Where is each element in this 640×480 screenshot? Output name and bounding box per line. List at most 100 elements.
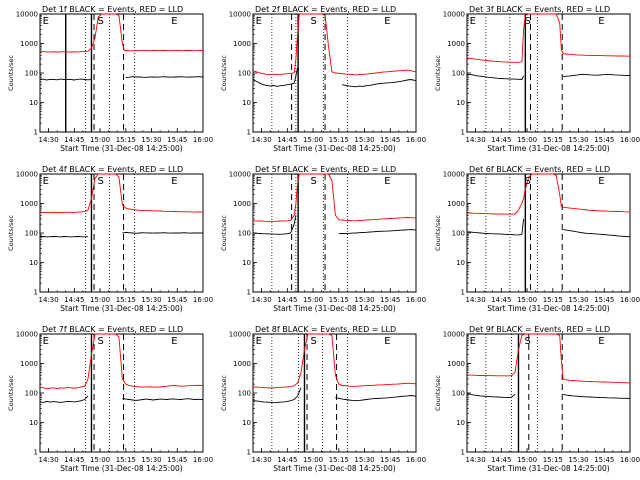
y-tick-label: 10000 [16, 331, 38, 339]
y-tick-label: 10 [29, 259, 38, 267]
marker-label: E [256, 336, 262, 347]
panel-1: Det 1f BLACK = Events, RED = LLD E S E 1 10 10… [7, 5, 213, 153]
series-events-line [252, 387, 417, 404]
x-tick-label: 14:30 [465, 456, 485, 464]
y-tick-label: 100 [452, 390, 465, 398]
x-axis-label: Start Time (31-Dec-08 14:25:00) [487, 144, 609, 153]
series-lld-line [39, 173, 204, 213]
x-tick-label: 15:30 [141, 456, 161, 464]
x-axis-label: Start Time (31-Dec-08 14:25:00) [487, 464, 609, 473]
x-tick-label: 15:00 [90, 136, 110, 144]
panel-3: Det 3f BLACK = Events, RED = LLD E S E 1 10 10… [434, 5, 640, 153]
x-tick-label: 15:15 [329, 456, 349, 464]
y-tick-label: 1 [34, 289, 38, 297]
x-tick-label: 14:45 [277, 296, 297, 304]
plot-frame [252, 173, 417, 293]
x-tick-label: 15:45 [167, 296, 187, 304]
marker-label: E [384, 16, 390, 27]
marker-label: E [171, 336, 177, 347]
x-tick-label: 16:00 [193, 456, 213, 464]
marker-label: S [97, 176, 103, 187]
x-tick-label: 14:30 [465, 136, 485, 144]
x-tick-label: 14:45 [64, 296, 84, 304]
marker-label: S [97, 336, 103, 347]
x-tick-label: 15:15 [329, 136, 349, 144]
x-tick-label: 16:00 [193, 296, 213, 304]
y-tick-label: 1000 [447, 40, 465, 48]
x-tick-label: 15:15 [116, 456, 136, 464]
marker-label: E [43, 16, 49, 27]
x-tick-label: 15:00 [517, 136, 537, 144]
panel-2: Det 2f BLACK = Events, RED = LLD E S E 1 10 10… [220, 5, 426, 153]
x-tick-label: 15:00 [303, 296, 323, 304]
y-tick-label: 100 [25, 70, 38, 78]
x-axis-label: Start Time (31-Dec-08 14:25:00) [273, 464, 395, 473]
x-tick-label: 15:00 [303, 456, 323, 464]
x-axis-label: Start Time (31-Dec-08 14:25:00) [273, 304, 395, 313]
marker-label: S [524, 336, 530, 347]
y-tick-label: 10000 [443, 331, 465, 339]
x-tick-label: 16:00 [620, 136, 640, 144]
series-lld-line [39, 333, 204, 390]
series-events-line [39, 76, 204, 81]
marker-label: E [256, 16, 262, 27]
x-tick-label: 14:45 [64, 456, 84, 464]
x-tick-label: 16:00 [406, 456, 426, 464]
x-tick-label: 14:30 [38, 296, 58, 304]
y-tick-label: 1 [461, 129, 465, 137]
marker-label: E [384, 176, 390, 187]
y-tick-label: 10 [242, 419, 251, 427]
x-axis-label: Start Time (31-Dec-08 14:25:00) [487, 304, 609, 313]
y-axis-label: Counts/sec [434, 375, 442, 411]
y-tick-label: 10000 [229, 11, 251, 19]
x-tick-label: 15:30 [141, 136, 161, 144]
x-tick-label: 14:45 [491, 136, 511, 144]
x-tick-label: 15:15 [116, 296, 136, 304]
x-tick-label: 15:45 [380, 136, 400, 144]
x-tick-label: 15:00 [90, 456, 110, 464]
marker-label: S [310, 336, 316, 347]
y-tick-label: 10000 [16, 11, 38, 19]
x-tick-label: 15:30 [354, 136, 374, 144]
marker-label: E [384, 336, 390, 347]
panel-title: Det 5f BLACK = Events, RED = LLD [255, 165, 396, 174]
x-tick-label: 16:00 [193, 136, 213, 144]
marker-label: E [171, 176, 177, 187]
series-lld-line [39, 13, 204, 53]
x-tick-label: 14:45 [64, 136, 84, 144]
panel-7: Det 7f BLACK = Events, RED = LLD E S E 1 10 10… [7, 325, 213, 473]
y-axis-label: Counts/sec [220, 375, 228, 411]
x-tick-label: 15:15 [543, 136, 563, 144]
series-events-line [466, 393, 631, 399]
series-lld-line [466, 173, 631, 215]
x-tick-label: 15:15 [543, 296, 563, 304]
y-axis-label: Counts/sec [220, 55, 228, 91]
panel-title: Det 6f BLACK = Events, RED = LLD [469, 165, 610, 174]
panel-4: Det 4f BLACK = Events, RED = LLD E S E 1 10 10… [7, 165, 213, 313]
x-tick-label: 15:30 [568, 456, 588, 464]
x-tick-label: 15:00 [517, 296, 537, 304]
y-tick-label: 10 [29, 419, 38, 427]
series-lld-line [466, 333, 631, 384]
plot-frame [39, 333, 204, 453]
x-tick-label: 15:00 [303, 136, 323, 144]
panel-title: Det 4f BLACK = Events, RED = LLD [42, 165, 183, 174]
x-tick-label: 15:45 [594, 136, 614, 144]
marker-label: E [171, 16, 177, 27]
y-tick-label: 1 [461, 449, 465, 457]
series-lld-line [252, 333, 417, 389]
series-lld-line [252, 13, 417, 76]
y-tick-label: 10 [242, 99, 251, 107]
y-tick-label: 100 [238, 70, 251, 78]
series-lld-line [466, 13, 631, 63]
x-tick-label: 14:30 [251, 136, 271, 144]
y-tick-label: 10000 [443, 171, 465, 179]
y-tick-label: 1000 [20, 40, 38, 48]
panel-5: Det 5f BLACK = Events, RED = LLD E S E 1 10 10… [220, 165, 426, 313]
y-tick-label: 10000 [16, 171, 38, 179]
x-axis-label: Start Time (31-Dec-08 14:25:00) [60, 304, 182, 313]
x-tick-label: 14:30 [251, 456, 271, 464]
y-tick-label: 10000 [229, 331, 251, 339]
marker-label: E [598, 16, 604, 27]
